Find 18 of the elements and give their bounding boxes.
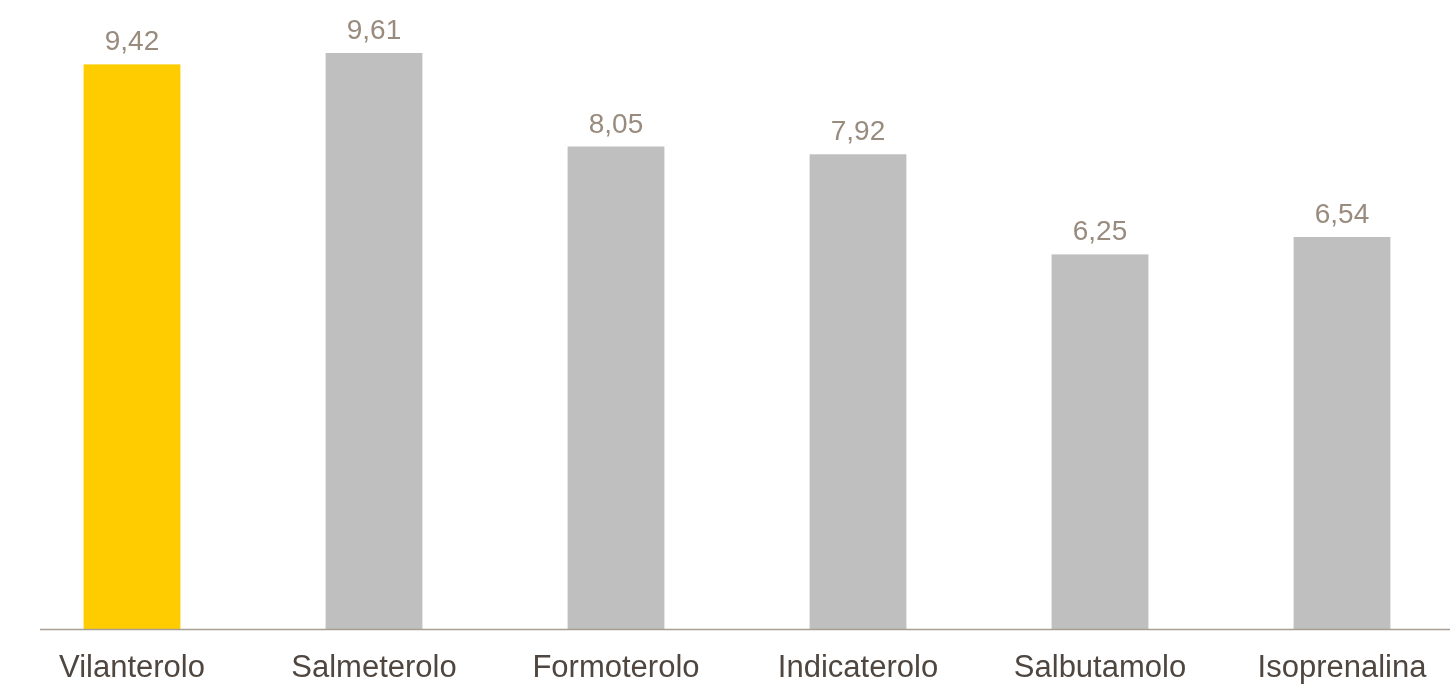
- x-tick-label: Formoterolo: [532, 649, 700, 684]
- bar: [83, 64, 181, 629]
- data-label: 9,42: [104, 25, 160, 57]
- data-label: 6,25: [1072, 215, 1128, 247]
- bar: [567, 146, 665, 629]
- data-label: 9,61: [346, 14, 402, 45]
- x-tick-label: Salbutamolo: [1013, 649, 1187, 684]
- bar: [325, 53, 423, 629]
- bar: [1051, 254, 1149, 629]
- data-label: 6,54: [1314, 198, 1370, 230]
- x-tick-label: Salmeterolo: [291, 649, 457, 684]
- bar: [809, 154, 907, 629]
- x-tick-label: Isoprenalina: [1257, 649, 1428, 684]
- x-tick-label: Indicaterolo: [777, 649, 939, 684]
- bar: [1293, 237, 1391, 629]
- x-tick-label: Vilanterolo: [59, 649, 205, 684]
- data-label: 7,92: [830, 115, 886, 147]
- data-label: 8,05: [588, 107, 644, 139]
